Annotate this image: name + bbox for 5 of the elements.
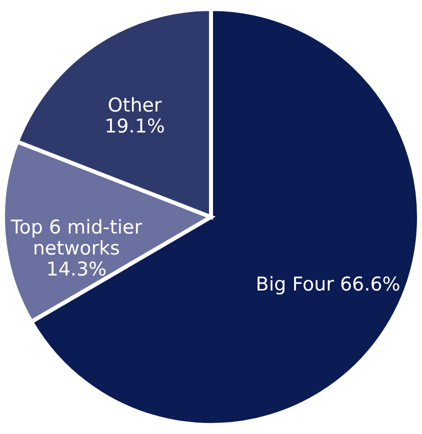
slice-label: Other <box>108 94 162 117</box>
data-label: 14.3% <box>46 258 107 281</box>
slice-label: Big Four 66.6% <box>256 273 400 296</box>
slice-label: Top 6 mid-tier networks <box>10 216 142 260</box>
data-label: 19.1% <box>104 116 165 138</box>
